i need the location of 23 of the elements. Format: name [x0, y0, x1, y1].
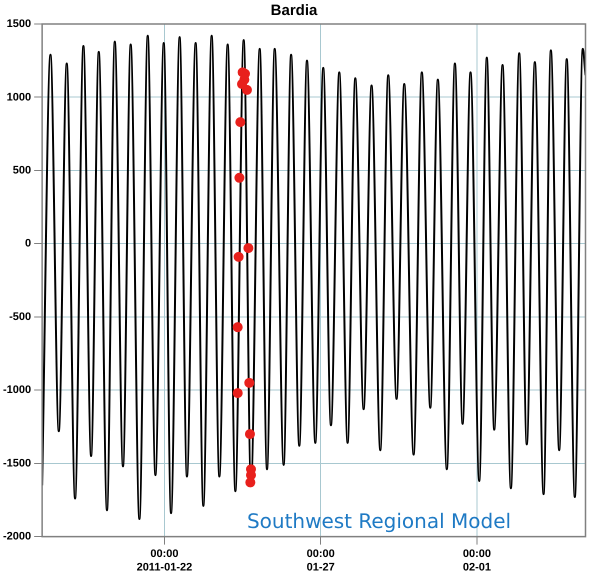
point	[232, 388, 243, 398]
y-tick-label: -2000	[2, 530, 32, 543]
point	[232, 322, 243, 332]
y-tick-label: 0	[25, 238, 32, 250]
point	[244, 378, 254, 388]
point	[234, 252, 244, 262]
y-tick-label: 1500	[6, 18, 32, 30]
x-tick-label: 00:00 2011-01-22	[136, 548, 192, 574]
y-tick-label: -1500	[2, 457, 32, 470]
point	[243, 243, 254, 254]
point	[242, 84, 252, 95]
x-tick-label: 00:00 01-27	[306, 548, 335, 574]
annotation: Southwest Regional Model	[246, 508, 512, 533]
y-tick-label: 500	[12, 164, 32, 176]
y-tick-label: -500	[9, 310, 32, 323]
point	[245, 477, 256, 488]
point	[234, 172, 244, 183]
x-tick-label: 00:00 02-01	[462, 548, 491, 574]
point	[235, 117, 246, 128]
y-tick-label: 1000	[6, 91, 32, 104]
y-tick-label: -1000	[2, 384, 32, 396]
point	[244, 429, 255, 440]
chart-title: Bardia	[270, 2, 318, 20]
